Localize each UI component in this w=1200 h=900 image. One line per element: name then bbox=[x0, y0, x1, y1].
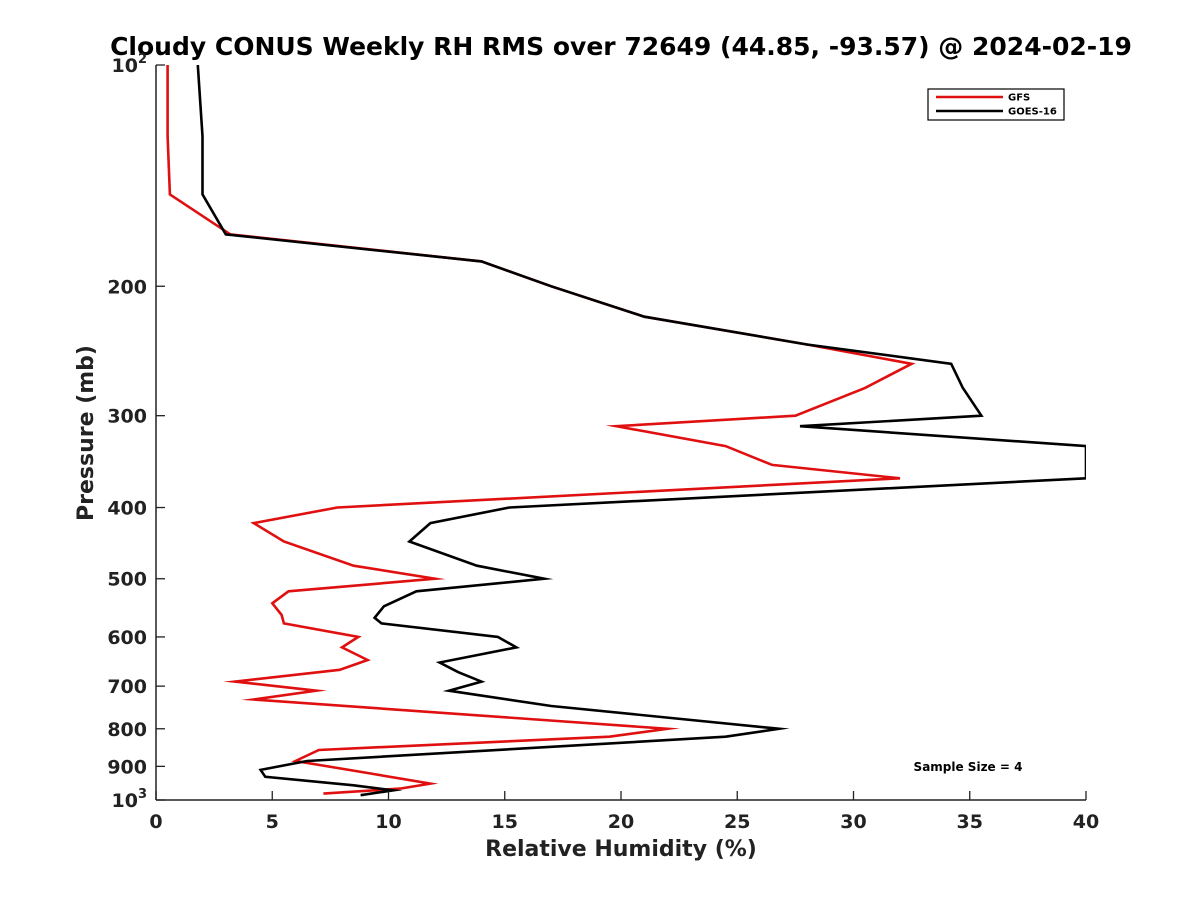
x-tick-label: 5 bbox=[266, 811, 279, 833]
y-axis-label: Pressure (mb) bbox=[74, 345, 99, 521]
plot-background bbox=[156, 65, 1086, 800]
y-tick-label: 500 bbox=[107, 569, 147, 591]
y-ticks: 102 200 300 400 500 600 700 800 900 103 bbox=[107, 52, 165, 812]
series-layer bbox=[166, 65, 1086, 797]
y-tick-label: 200 bbox=[107, 276, 147, 298]
series-line-goes-16 bbox=[196, 65, 1086, 797]
x-tick-label: 20 bbox=[608, 811, 634, 833]
chart-title: Cloudy CONUS Weekly RH RMS over 72649 (4… bbox=[110, 32, 1132, 61]
y-tick-label: 102 bbox=[112, 52, 148, 77]
x-tick-label: 15 bbox=[492, 811, 518, 833]
x-ticks: 0 5 10 15 20 25 30 35 40 bbox=[149, 791, 1099, 833]
x-tick-label: 0 bbox=[149, 811, 162, 833]
x-tick-label: 35 bbox=[957, 811, 983, 833]
legend-label-gfs: GFS bbox=[1008, 93, 1030, 104]
y-tick-label: 800 bbox=[107, 719, 147, 741]
y-tick-label: 300 bbox=[107, 406, 147, 428]
x-tick-label: 25 bbox=[724, 811, 750, 833]
y-tick-label: 900 bbox=[107, 756, 147, 778]
y-tick-label: 700 bbox=[107, 676, 147, 698]
legend-box bbox=[927, 88, 1065, 121]
legend: GFS GOES-16 bbox=[927, 88, 1065, 121]
x-axis-label: Relative Humidity (%) bbox=[485, 837, 757, 862]
y-tick-label: 600 bbox=[107, 627, 147, 649]
legend-label-goes-16: GOES-16 bbox=[1008, 107, 1057, 118]
sample-size-annotation: Sample Size = 4 bbox=[914, 760, 1023, 774]
x-tick-label: 10 bbox=[375, 811, 401, 833]
plot-area bbox=[156, 65, 1086, 800]
y-tick-label: 400 bbox=[107, 498, 147, 520]
x-tick-label: 30 bbox=[840, 811, 866, 833]
y-tick-label: 103 bbox=[112, 787, 148, 812]
x-tick-label: 40 bbox=[1073, 811, 1099, 833]
